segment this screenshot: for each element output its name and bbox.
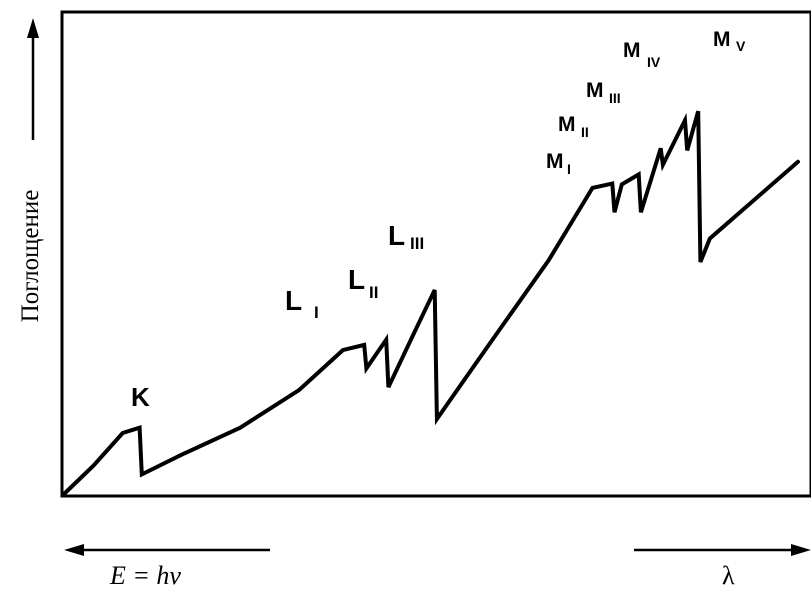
y-axis-arrow [27, 18, 39, 140]
svg-text:I: I [567, 161, 571, 177]
edge-label-l2: L II [348, 264, 378, 302]
energy-arrow [64, 544, 270, 556]
edge-label-m1: M I [546, 150, 571, 177]
svg-text:L: L [388, 220, 405, 251]
svg-text:II: II [581, 124, 589, 140]
edge-label-m2: M II [558, 113, 589, 140]
svg-text:K: K [131, 382, 150, 412]
wavelength-label: λ [722, 561, 735, 590]
svg-text:L: L [348, 264, 365, 295]
edge-label-l3: L III [388, 220, 424, 253]
edge-label-l1: L I [285, 285, 319, 322]
svg-text:M: M [623, 39, 641, 62]
svg-text:M: M [546, 150, 564, 173]
edge-label-k: K [131, 382, 150, 412]
edge-label-m5: M V [713, 28, 746, 54]
edge-label-m3: M III [586, 79, 621, 106]
svg-text:III: III [410, 234, 424, 253]
wavelength-arrow [634, 544, 811, 556]
svg-text:V: V [736, 38, 746, 54]
y-axis-label: Поглощение [17, 190, 44, 323]
svg-text:M: M [558, 113, 576, 136]
absorption-curve [62, 110, 800, 496]
svg-text:III: III [609, 90, 621, 106]
svg-text:I: I [314, 303, 319, 322]
plot-frame [60, 10, 811, 498]
svg-text:M: M [586, 79, 604, 102]
svg-text:M: M [713, 28, 731, 51]
edge-label-m4: M IV [623, 39, 661, 70]
energy-label: E = hν [109, 561, 181, 590]
svg-text:II: II [369, 283, 378, 302]
svg-text:IV: IV [647, 54, 661, 70]
svg-text:L: L [285, 285, 302, 316]
